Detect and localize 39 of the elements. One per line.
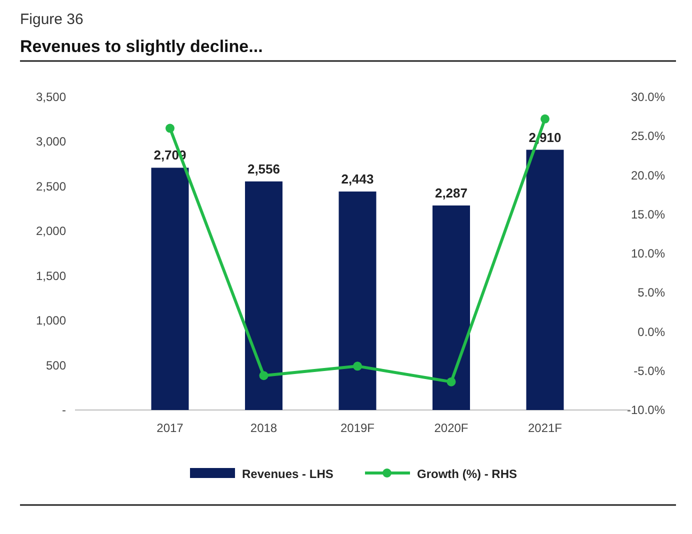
x-tick-label: 2021F xyxy=(528,421,562,435)
y2-tick-label: 10.0% xyxy=(630,246,666,260)
point xyxy=(259,371,268,380)
bar xyxy=(338,192,376,410)
y2-tick-label: 15.0% xyxy=(630,207,666,222)
x-tick-label: 2017 xyxy=(156,421,184,435)
data-label: 2,556 xyxy=(247,161,280,176)
chart-title: Revenues to slightly decline... xyxy=(20,37,263,56)
y2-tick-label: 5.0% xyxy=(638,286,666,300)
data-label: 2,287 xyxy=(434,185,468,200)
bar xyxy=(432,205,470,410)
y-tick-label: 1,000 xyxy=(36,314,66,328)
y-tick-label: 2,500 xyxy=(36,179,66,194)
y2-tick-label: 30.0% xyxy=(630,90,666,104)
legend-label: Revenues - LHS xyxy=(242,467,334,481)
y-tick-label: 500 xyxy=(46,358,66,372)
point xyxy=(446,377,456,386)
x-tick-label: 2019F xyxy=(340,421,375,435)
y-tick-label: 3,000 xyxy=(36,134,66,149)
y2-tick-label: -10.0% xyxy=(626,403,666,417)
y-tick-label: 1,500 xyxy=(36,268,66,283)
x-tick-label: 2020F xyxy=(434,421,468,435)
data-label: 2,443 xyxy=(341,172,374,187)
y-tick-label: - xyxy=(62,403,66,417)
point xyxy=(166,124,174,133)
legend-label: Growth (%) - RHS xyxy=(417,467,517,481)
bar xyxy=(151,168,189,410)
point xyxy=(353,362,362,371)
y-tick-label: 2,000 xyxy=(36,224,66,238)
y2-tick-label: 0.0% xyxy=(638,324,666,339)
bar xyxy=(245,181,282,410)
y2-tick-label: -5.0% xyxy=(634,364,666,378)
point xyxy=(540,114,550,124)
y2-tick-label: 20.0% xyxy=(630,168,666,182)
x-tick-label: 2018 xyxy=(250,421,278,435)
y-tick-label: 3,500 xyxy=(36,90,66,104)
y2-tick-label: 25.0% xyxy=(630,129,666,144)
chart-subtitle: Figure 36 xyxy=(20,11,84,28)
bar xyxy=(526,150,564,410)
